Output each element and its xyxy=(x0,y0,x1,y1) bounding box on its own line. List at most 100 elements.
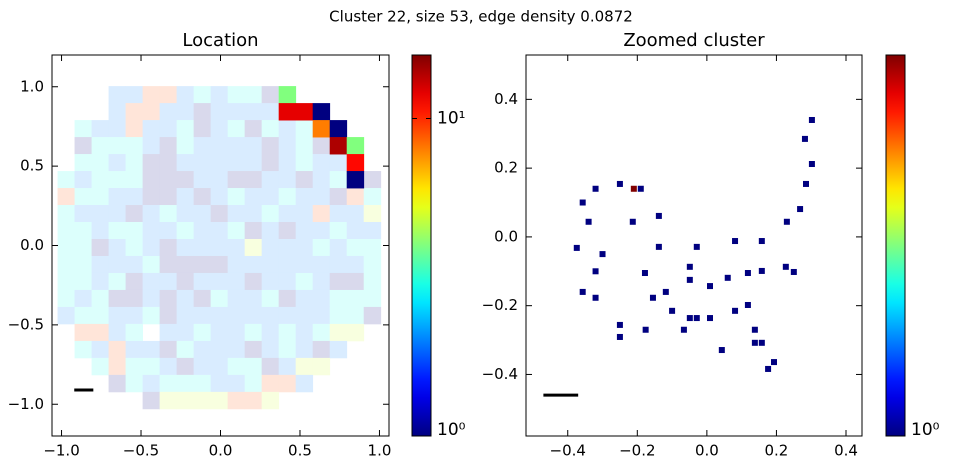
y-tick-label: −0.5 xyxy=(8,315,44,333)
background-cell xyxy=(74,205,92,223)
background-cell xyxy=(278,323,297,342)
background-cell xyxy=(210,289,229,308)
background-cell xyxy=(244,222,263,240)
background-cell xyxy=(57,188,75,206)
background-cell xyxy=(261,391,280,410)
background-cell xyxy=(261,340,280,359)
background-cell xyxy=(159,222,178,240)
background-cell xyxy=(159,86,178,104)
background-cell xyxy=(193,255,212,274)
background-cell xyxy=(125,357,144,376)
background-cell xyxy=(91,323,109,342)
point xyxy=(751,339,758,346)
background-cell xyxy=(142,188,161,206)
background-cell xyxy=(142,86,161,104)
background-cell xyxy=(210,154,229,172)
background-cell xyxy=(57,272,75,291)
background-cell xyxy=(125,137,144,155)
background-cell xyxy=(295,323,314,342)
background-cell xyxy=(295,120,314,138)
background-cell xyxy=(176,289,195,308)
background-cell xyxy=(244,120,263,138)
background-cell xyxy=(142,171,161,189)
background-cell xyxy=(244,255,263,274)
background-cell xyxy=(74,289,92,308)
point xyxy=(783,218,790,225)
background-cell xyxy=(108,188,126,206)
cluster-cell xyxy=(278,103,297,121)
background-cell xyxy=(312,238,331,257)
colorbar-tick-label: 10¹ xyxy=(437,109,465,129)
x-tick-label: 0.0 xyxy=(209,442,233,460)
background-cell xyxy=(278,171,297,189)
background-cell xyxy=(329,171,348,189)
background-cell xyxy=(193,137,212,155)
background-cell xyxy=(210,188,229,206)
cluster-cell xyxy=(346,137,365,155)
background-cell xyxy=(278,120,297,138)
background-cell xyxy=(159,120,178,138)
background-cell xyxy=(91,272,109,291)
background-cell xyxy=(227,289,246,308)
point xyxy=(758,238,765,245)
colorbar xyxy=(411,54,432,437)
background-cell xyxy=(193,171,212,189)
point xyxy=(765,365,772,372)
background-cell xyxy=(142,272,161,291)
background-cell xyxy=(125,103,144,121)
y-tick-label: 0.0 xyxy=(494,227,518,245)
background-cell xyxy=(210,255,229,274)
cluster-cell xyxy=(346,171,365,189)
point xyxy=(662,288,669,295)
background-cell xyxy=(193,205,212,223)
background-cell xyxy=(57,171,75,189)
background-cell xyxy=(210,222,229,240)
background-cell xyxy=(244,188,263,206)
background-cell xyxy=(363,222,382,240)
background-cell xyxy=(91,255,109,274)
cluster-cell xyxy=(346,154,365,172)
background-cell xyxy=(295,374,314,393)
background-cell xyxy=(210,171,229,189)
background-cell xyxy=(193,154,212,172)
background-cell xyxy=(142,340,161,359)
background-cell xyxy=(57,306,75,325)
axes-title: Location xyxy=(182,30,258,51)
background-cell xyxy=(193,103,212,121)
background-cell xyxy=(363,255,382,274)
point xyxy=(744,301,751,308)
point xyxy=(758,267,765,274)
background-cell xyxy=(295,188,314,206)
background-cell xyxy=(295,222,314,240)
background-cell xyxy=(108,120,126,138)
background-cell xyxy=(261,120,280,138)
background-cell xyxy=(176,103,195,121)
background-cell xyxy=(142,255,161,274)
colorbar-tick-label: 10⁰ xyxy=(911,420,940,440)
background-cell xyxy=(142,154,161,172)
background-cell xyxy=(261,255,280,274)
background-cell xyxy=(176,340,195,359)
point xyxy=(758,339,765,346)
background-cell xyxy=(227,86,246,104)
background-cell xyxy=(91,357,109,376)
background-cell xyxy=(346,222,365,240)
background-cell xyxy=(329,154,348,172)
x-tick-label: 0.4 xyxy=(834,442,858,460)
background-cell xyxy=(108,306,126,325)
background-cell xyxy=(312,154,331,172)
point xyxy=(641,270,648,277)
y-tick-label: 0.0 xyxy=(20,236,44,254)
background-cell xyxy=(74,306,92,325)
background-cell xyxy=(176,137,195,155)
background-cell xyxy=(142,238,161,257)
background-cell xyxy=(278,357,297,376)
background-cell xyxy=(261,323,280,342)
background-cell xyxy=(227,255,246,274)
background-cell xyxy=(244,103,263,121)
background-cell xyxy=(312,323,331,342)
background-cell xyxy=(227,238,246,257)
background-cell xyxy=(227,154,246,172)
background-cell xyxy=(329,289,348,308)
